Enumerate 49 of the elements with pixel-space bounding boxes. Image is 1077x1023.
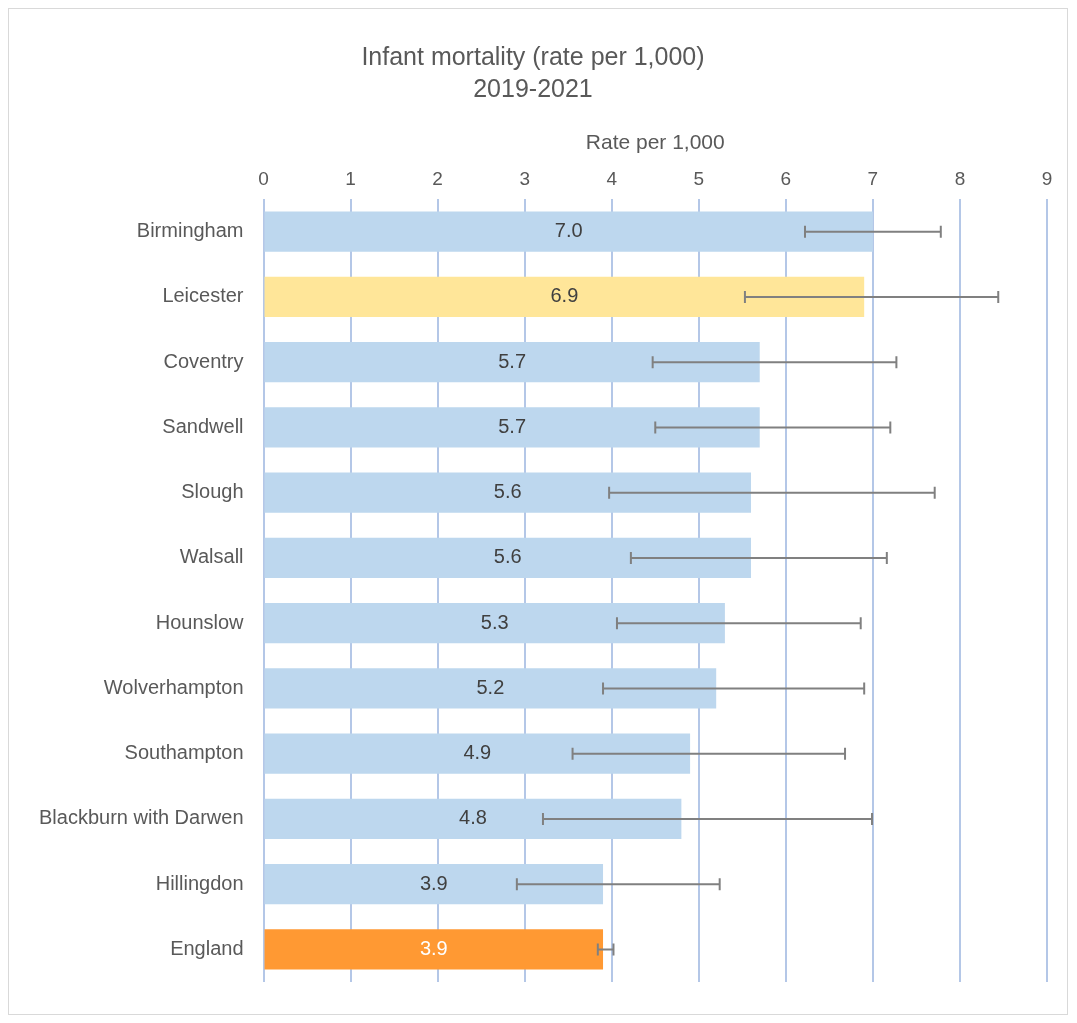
y-tick-label: Blackburn with Darwen (39, 806, 244, 829)
data-label: 3.9 (419, 936, 448, 959)
data-label: 5.2 (476, 675, 505, 698)
bar (264, 602, 725, 644)
y-tick-label: England (170, 936, 244, 959)
y-tick-label: Walsall (179, 545, 244, 568)
y-tick-label: Slough (181, 480, 244, 503)
y-tick-label: Hounslow (155, 610, 245, 633)
y-tick-label: Birmingham (136, 219, 244, 242)
bar (264, 929, 604, 970)
data-label: 5.6 (493, 480, 522, 503)
data-label: 5.7 (498, 349, 527, 372)
chart-subtitle: 2019-2021 (473, 73, 593, 102)
chart-title: Infant mortality (rate per 1,000) (361, 41, 705, 70)
bar (264, 733, 691, 774)
x-tick-label: 0 (258, 167, 269, 189)
x-tick-label: 4 (606, 167, 618, 189)
bar (264, 276, 865, 318)
data-label: 4.8 (459, 806, 487, 829)
x-tick-label: 2 (432, 167, 443, 189)
x-tick-label: 1 (345, 167, 356, 189)
y-tick-label: Coventry (163, 349, 244, 372)
bar (264, 537, 752, 579)
y-tick-label: Wolverhampton (103, 675, 244, 698)
data-label: 4.9 (463, 741, 492, 764)
data-label: 7.0 (554, 219, 583, 242)
x-tick-label: 5 (693, 167, 705, 189)
y-tick-label: Southampton (124, 741, 244, 764)
data-label: 6.9 (550, 284, 579, 307)
data-label: 5.7 (498, 414, 527, 437)
bar (264, 341, 760, 383)
x-tick-label: 3 (519, 167, 530, 189)
x-tick-label: 8 (954, 167, 966, 189)
x-tick-label: 7 (867, 167, 879, 189)
x-tick-label: 9 (1041, 167, 1053, 189)
bar (264, 407, 760, 448)
data-label: 5.6 (493, 545, 522, 568)
bar (264, 863, 604, 905)
bar (264, 668, 717, 709)
y-tick-label: Sandwell (162, 414, 244, 437)
data-label: 5.3 (480, 610, 509, 633)
data-label: 3.9 (419, 871, 448, 894)
bar (264, 472, 752, 513)
bar (264, 211, 873, 252)
x-tick-label: 6 (780, 167, 792, 189)
y-tick-label: Hillingdon (155, 871, 244, 894)
bar (264, 798, 682, 840)
y-tick-label: Leicester (162, 284, 244, 307)
x-axis-title: Rate per 1,000 (585, 130, 725, 154)
